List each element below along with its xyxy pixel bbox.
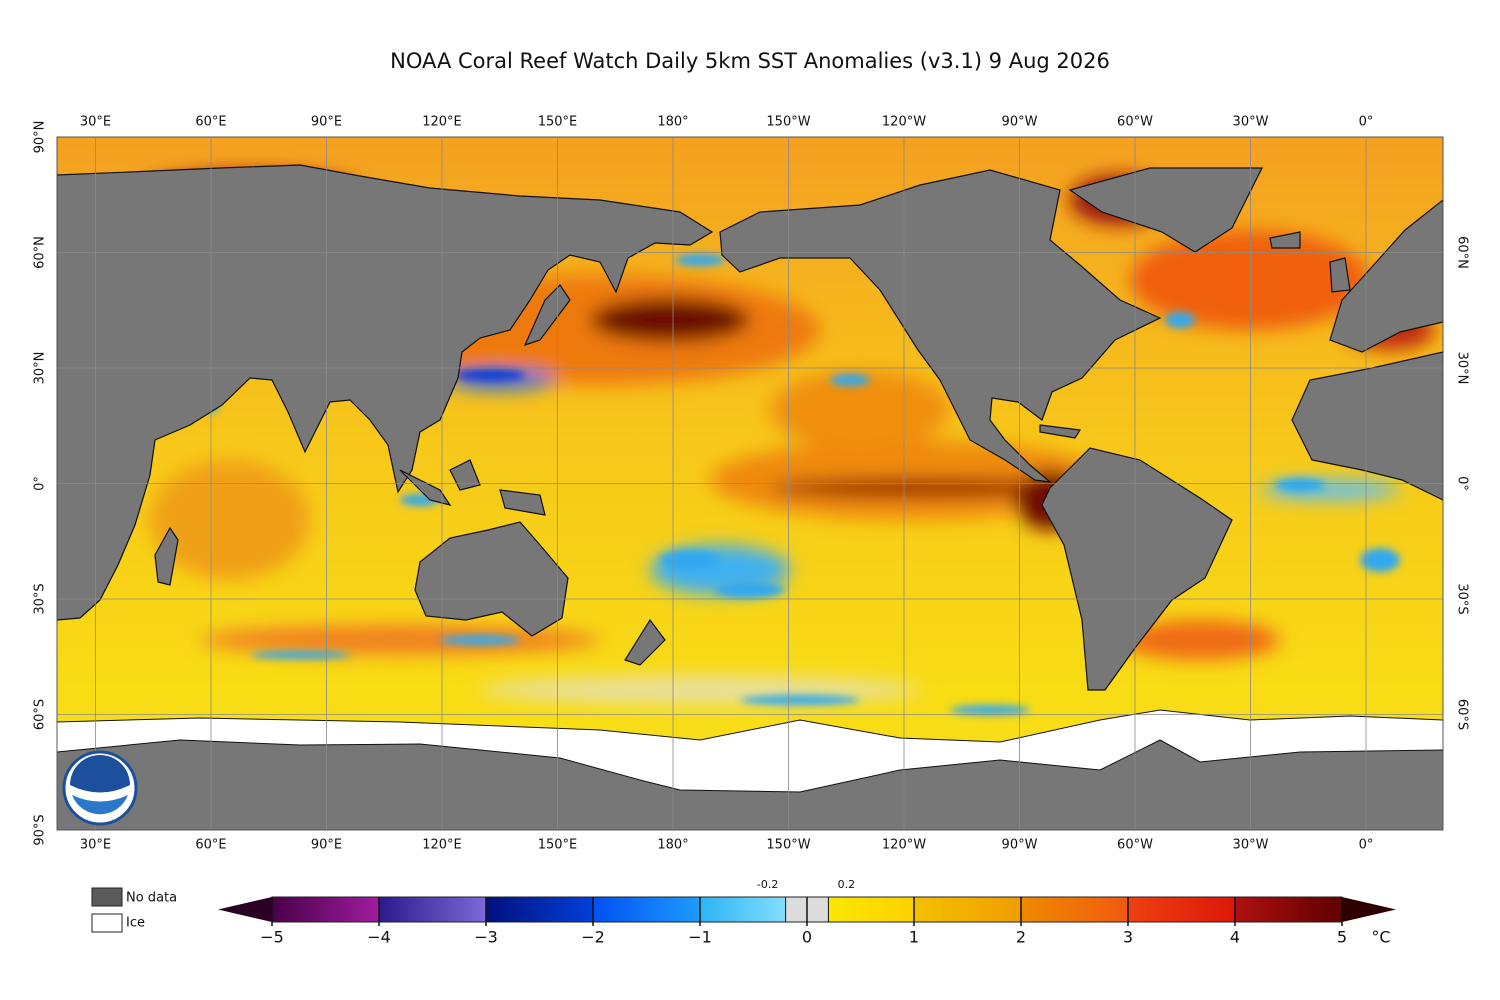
colorbar: −5 −4 −3 −2 −1 0 1 2 3 4 5 -0.2 0.2 °C xyxy=(218,878,1396,947)
colorbar-segment xyxy=(379,897,486,922)
madagascar xyxy=(154,526,179,586)
colorbar-tick-label: 1 xyxy=(909,928,919,947)
land xyxy=(57,164,1443,691)
lon-label-bottom: 30°W xyxy=(1233,838,1269,853)
lat-label-right: 30°S xyxy=(1455,583,1470,614)
lon-label-bottom: 90°W xyxy=(1002,838,1038,853)
lat-label-right: 60°N xyxy=(1455,236,1470,269)
colorbar-tick-label: 2 xyxy=(1016,928,1026,947)
lat-label-left: 60°N xyxy=(33,236,48,269)
australia xyxy=(414,521,569,637)
colorbar-minor-label: 0.2 xyxy=(838,878,856,891)
colorbar-low-arrow xyxy=(218,897,272,922)
lon-label-top: 120°E xyxy=(422,115,462,130)
lon-label-bottom: 0° xyxy=(1359,838,1374,853)
north-america xyxy=(719,169,1162,483)
colorbar-segment xyxy=(593,897,700,922)
title: NOAA Coral Reef Watch Daily 5km SST Anom… xyxy=(390,49,1110,73)
colorbar-unit: °C xyxy=(1371,928,1390,947)
lon-label-top: 150°W xyxy=(766,115,810,130)
lat-label-left: 60°S xyxy=(33,699,48,730)
lat-label-right: 0° xyxy=(1455,476,1470,491)
map xyxy=(57,137,1443,830)
lon-label-bottom: 60°E xyxy=(195,838,226,853)
cuba xyxy=(1039,424,1082,439)
noaa-logo xyxy=(62,750,138,826)
lon-label-top: 60°E xyxy=(195,115,226,130)
lon-label-bottom: 180° xyxy=(657,838,688,853)
lat-label-left: 0° xyxy=(33,476,48,491)
antarctica xyxy=(57,739,1443,830)
lon-label-top: 90°W xyxy=(1002,115,1038,130)
eurasia-africa xyxy=(57,164,714,621)
lon-label-top: 0° xyxy=(1359,115,1374,130)
legend-no-data: No data xyxy=(126,891,177,906)
colorbar-tick-label: 0 xyxy=(802,928,812,947)
lat-label-left: 30°S xyxy=(33,583,48,614)
colorbar-tick-label: 5 xyxy=(1337,928,1347,947)
colorbar-tick-label: 3 xyxy=(1123,928,1133,947)
legend-ice: Ice xyxy=(126,916,145,931)
colorbar-segment xyxy=(1128,897,1235,922)
legend-no-data-swatch xyxy=(91,887,123,907)
legend-ice-swatch xyxy=(91,913,123,933)
colorbar-tick-label: 4 xyxy=(1230,928,1240,947)
lon-label-bottom: 60°W xyxy=(1117,838,1153,853)
colorbar-tick-label: −5 xyxy=(260,928,284,947)
lon-label-bottom: 150°W xyxy=(766,838,810,853)
lat-label-left: 90°N xyxy=(33,121,48,154)
colorbar-minor-label: -0.2 xyxy=(757,878,778,891)
lon-label-top: 180° xyxy=(657,115,688,130)
west-africa xyxy=(1291,351,1443,501)
colorbar-segment xyxy=(914,897,1021,922)
south-america xyxy=(1041,447,1233,691)
lat-label-right: 60°S xyxy=(1455,699,1470,730)
lon-label-bottom: 150°E xyxy=(538,838,578,853)
colorbar-segment xyxy=(1235,897,1342,922)
colorbar-segment xyxy=(486,897,593,922)
new-zealand xyxy=(624,618,666,666)
lon-label-bottom: 90°E xyxy=(311,838,342,853)
colorbar-high-arrow xyxy=(1342,897,1396,922)
colorbar-tick-label: −2 xyxy=(581,928,605,947)
lon-label-top: 30°W xyxy=(1233,115,1269,130)
lon-label-bottom: 120°W xyxy=(882,838,926,853)
lat-label-left: 30°N xyxy=(33,352,48,385)
lon-label-top: 30°E xyxy=(80,115,111,130)
europe xyxy=(1329,199,1443,353)
colorbar-tick-label: −1 xyxy=(688,928,712,947)
lon-label-bottom: 30°E xyxy=(80,838,111,853)
graticule xyxy=(57,137,1443,830)
colorbar-tick-label: −4 xyxy=(367,928,391,947)
iceland xyxy=(1269,231,1301,249)
cool-patches xyxy=(202,254,1400,715)
colorbar-segment xyxy=(1021,897,1128,922)
lon-label-top: 60°W xyxy=(1117,115,1153,130)
uk xyxy=(1329,257,1351,293)
greenland xyxy=(1068,167,1263,253)
lon-label-bottom: 120°E xyxy=(422,838,462,853)
lon-label-top: 150°E xyxy=(538,115,578,130)
map-frame xyxy=(56,136,1444,831)
colorbar-segment xyxy=(272,897,379,922)
lon-label-top: 90°E xyxy=(311,115,342,130)
lat-label-left: 90°S xyxy=(33,814,48,845)
lon-label-top: 120°W xyxy=(882,115,926,130)
colorbar-tick-label: −3 xyxy=(474,928,498,947)
lat-label-right: 30°N xyxy=(1455,352,1470,385)
